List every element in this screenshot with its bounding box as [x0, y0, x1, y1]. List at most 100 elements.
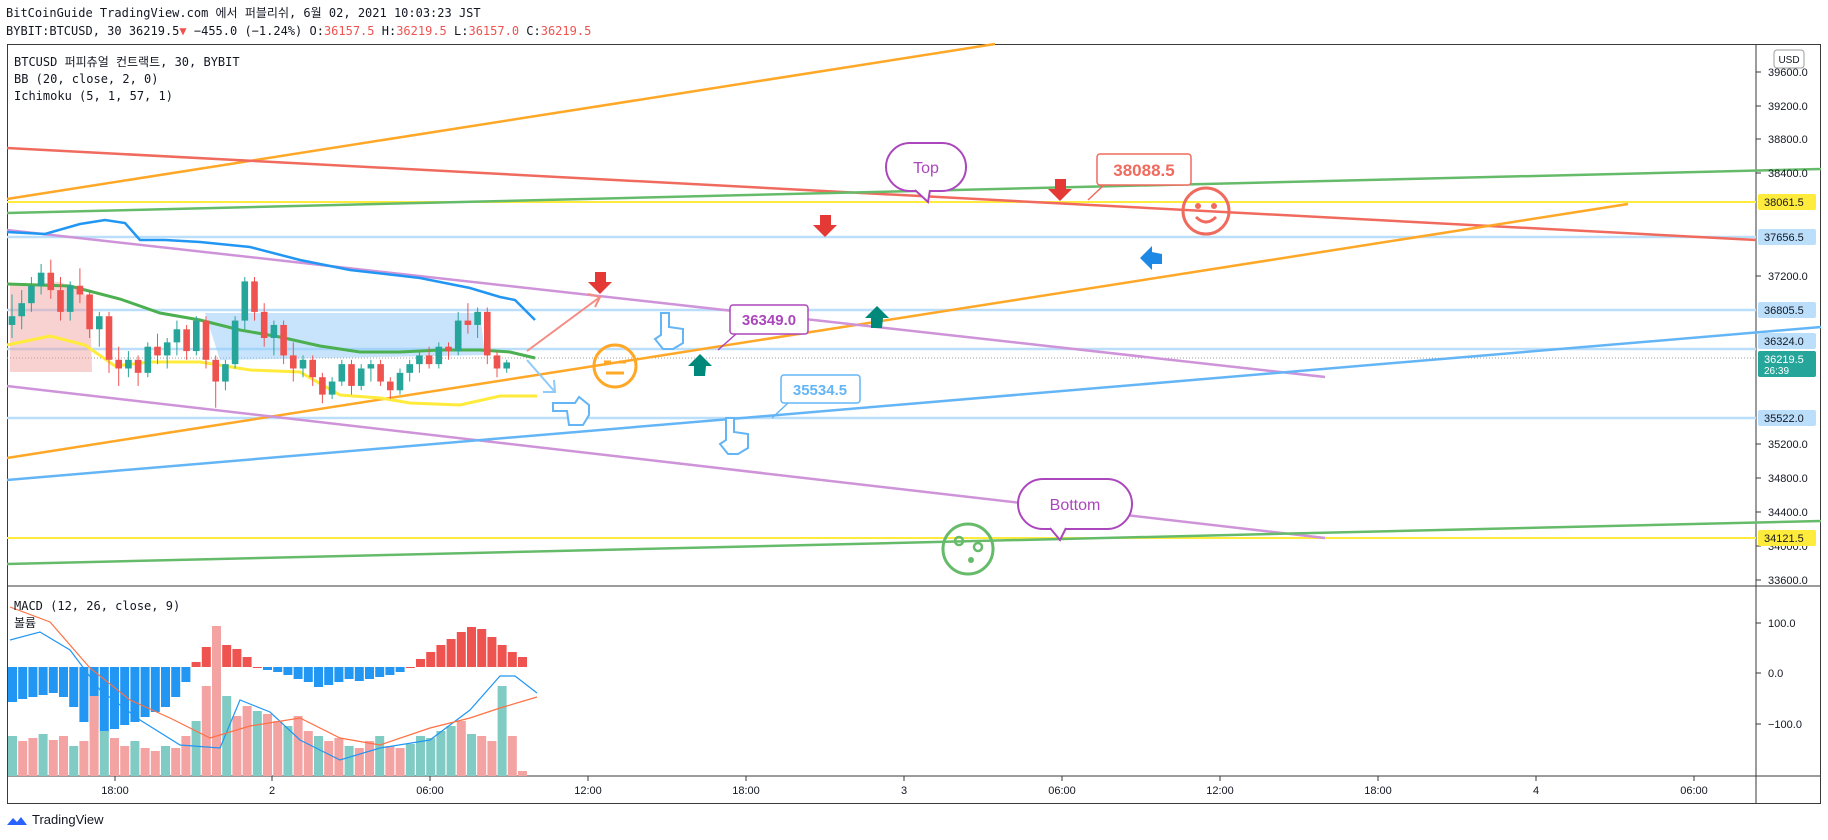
- up-arrow-icon: [688, 354, 712, 376]
- smiley-icon: [1181, 186, 1231, 236]
- chart-frame[interactable]: [7, 44, 1821, 804]
- price-label: 36219.526:39: [1758, 351, 1816, 377]
- macd-bar: [293, 667, 303, 679]
- time-axis: 18:00 2 06:00 12:00 18:00 3 06:00 12:00 18:00 4 06…: [101, 776, 1708, 797]
- time-tick-label: 06:00: [1680, 785, 1708, 797]
- price-tick-label: 38800.0: [1768, 134, 1808, 146]
- up-arrow-icon: [865, 306, 889, 328]
- down-arrow-icon: [813, 215, 837, 237]
- macd-bar: [99, 667, 109, 732]
- trendline-green-lower[interactable]: [6, 519, 1822, 566]
- macd-bar: [334, 667, 344, 682]
- price-tick-label: 34400.0: [1768, 507, 1808, 519]
- volume-bar: [293, 716, 303, 776]
- candle: [251, 277, 258, 321]
- currency-badge[interactable]: USD: [1778, 55, 1799, 66]
- legend-volume: 볼륨: [14, 616, 36, 630]
- high-label: H:: [381, 24, 397, 38]
- down-arrow-icon: [1048, 179, 1072, 201]
- trendline-violet-upper[interactable]: [6, 228, 1326, 379]
- volume-bar: [18, 741, 28, 776]
- volume-bar: [303, 731, 313, 776]
- candle: [299, 355, 307, 378]
- trendline-orange-lower[interactable]: [6, 202, 1629, 460]
- tradingview-logo-icon: [7, 816, 27, 825]
- volume-bar: [426, 738, 436, 776]
- volume-bar: [130, 741, 140, 776]
- candle: [202, 316, 210, 369]
- svg-text:36219.5: 36219.5: [1764, 354, 1804, 366]
- left-arrow-icon: [1140, 246, 1162, 270]
- candle: [435, 342, 443, 369]
- candle: [183, 324, 190, 360]
- candle: [270, 320, 278, 356]
- candle: [222, 359, 229, 391]
- price-label: 36805.5: [1758, 302, 1816, 318]
- close-label: C:: [526, 24, 541, 38]
- candle: [76, 268, 84, 304]
- candle: [163, 338, 171, 369]
- macd-bar: [395, 667, 405, 672]
- callout-bottom[interactable]: Bottom: [1017, 478, 1133, 542]
- macd-bar: [59, 667, 68, 697]
- callout-price-3[interactable]: 35534.5: [771, 374, 861, 419]
- volume-bar: [59, 736, 68, 776]
- price-change: −455.0 (−1.24%): [193, 24, 303, 38]
- macd-bar: [263, 667, 272, 670]
- macd-bar: [416, 659, 425, 667]
- last-price: 36219.5: [128, 24, 180, 38]
- trendline-blue[interactable]: [6, 325, 1822, 482]
- callout-price-1[interactable]: 38088.5: [1087, 153, 1192, 201]
- time-tick-label: 2: [269, 785, 275, 797]
- candle: [464, 303, 472, 334]
- volume-bar: [150, 751, 160, 776]
- macd-tick-label: 100.0: [1768, 618, 1796, 630]
- price-label: 36324.0: [1758, 333, 1816, 349]
- macd-bar: [181, 667, 191, 682]
- macd-bar: [38, 667, 48, 695]
- kijun-line: [6, 282, 536, 360]
- volume-bar: [375, 736, 385, 776]
- volume-bar: [283, 726, 293, 776]
- macd-bar: [48, 667, 58, 693]
- price-tick-label: 39600.0: [1768, 67, 1808, 79]
- trendline-orange-upper[interactable]: [6, 42, 996, 201]
- volume-bar: [467, 734, 476, 776]
- candle: [280, 320, 287, 365]
- volume-bar: [497, 686, 507, 776]
- candle: [18, 290, 25, 330]
- candle: [57, 277, 64, 321]
- macd-bar: [324, 667, 334, 685]
- candle: [47, 259, 55, 299]
- volume-bar: [385, 746, 395, 776]
- trendline-red[interactable]: [6, 146, 1757, 242]
- time-tick-label: 18:00: [101, 785, 129, 797]
- candle: [357, 364, 365, 391]
- volume-bar: [487, 741, 497, 776]
- volume-bar: [8, 736, 17, 776]
- candle: [348, 359, 355, 395]
- macd-bar: [232, 649, 242, 667]
- low-value: 36157.0: [468, 24, 520, 38]
- volume-bar: [518, 771, 527, 776]
- candle: [406, 359, 413, 382]
- macd-bar: [283, 667, 293, 675]
- candle: [416, 351, 423, 373]
- callout-price-2[interactable]: 36349.0: [717, 304, 809, 351]
- callout-top[interactable]: Top: [885, 142, 967, 204]
- legend-title: BTCUSD 퍼피츄얼 컨트랙트, 30, BYBIT: [14, 55, 240, 69]
- volume-bar: [273, 721, 283, 776]
- macd-bar: [344, 667, 354, 679]
- macd-tick-label: 0.0: [1768, 668, 1783, 680]
- footer: TradingView: [6, 812, 104, 827]
- bb-line: [6, 218, 536, 321]
- macd-bar: [242, 657, 252, 667]
- legend-ichimoku: Ichimoku (5, 1, 57, 1): [14, 89, 173, 103]
- macd-bar: [28, 667, 38, 697]
- svg-text:35522.0: 35522.0: [1764, 413, 1804, 425]
- macd-bar: [303, 667, 313, 682]
- svg-text:34121.5: 34121.5: [1764, 533, 1804, 545]
- volume-bar: [161, 746, 170, 776]
- volume-bar: [38, 734, 48, 776]
